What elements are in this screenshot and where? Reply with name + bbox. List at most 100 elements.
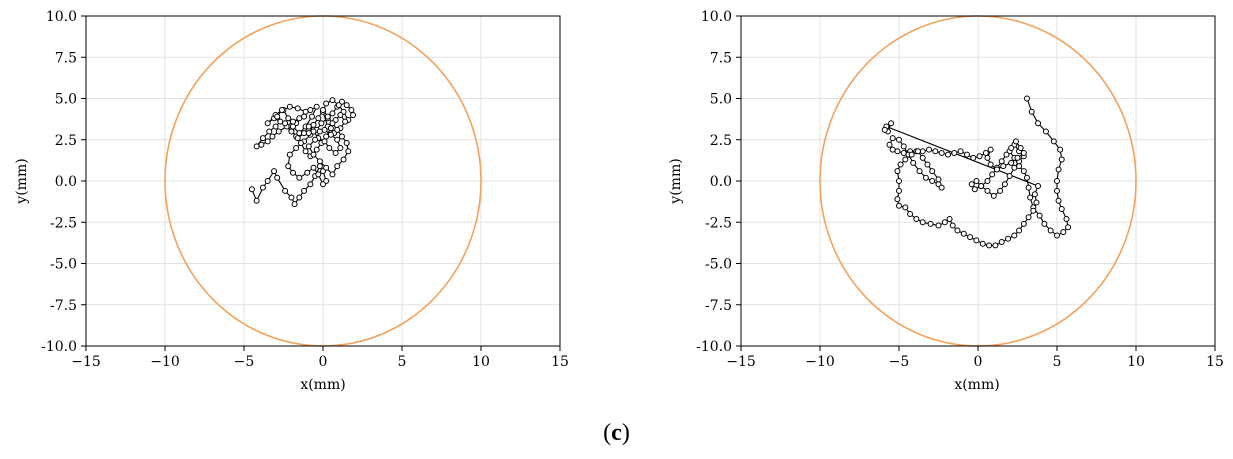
right-data-point — [1047, 227, 1054, 234]
caption-open-paren: ( — [603, 420, 612, 446]
left-x-tick-label: −10 — [150, 354, 180, 370]
left-data-point — [305, 130, 312, 137]
left-data-point — [327, 131, 334, 138]
right-data-point — [1020, 220, 1027, 227]
left-data-point — [289, 169, 296, 176]
right-data-point — [894, 196, 901, 203]
right-data-point — [922, 174, 929, 181]
right-data-point — [1001, 181, 1008, 188]
right-data-point — [976, 153, 983, 160]
right-data-point — [1054, 187, 1060, 194]
right-y-tick-labels: 10.0 7.5 5.0 2.5 0.0 -2.5 -5.0 -7.5 -10.0 — [696, 9, 741, 355]
left-data-point — [307, 181, 314, 188]
figure-caption: (c) — [0, 420, 1233, 447]
right-data-point — [998, 239, 1005, 246]
left-data-point — [313, 146, 320, 153]
right-data-point — [979, 240, 986, 247]
right-y-tick-label: 7.5 — [710, 50, 732, 66]
right-data-point — [990, 192, 997, 199]
left-x-tick-label: 0 — [319, 354, 328, 370]
right-data-point — [908, 151, 915, 158]
right-data-point — [941, 219, 948, 226]
left-data-point — [342, 118, 349, 125]
left-data-point — [335, 102, 342, 109]
right-data-point — [982, 149, 989, 156]
left-data-point — [296, 174, 303, 181]
right-data-point — [1008, 145, 1015, 151]
right-data-point — [1014, 154, 1021, 161]
right-data-point — [949, 222, 956, 229]
left-data-point — [271, 168, 278, 175]
left-data-point — [326, 145, 333, 151]
right-data-point — [897, 161, 904, 168]
right-data-point — [1020, 149, 1027, 156]
right-data-point — [1025, 184, 1032, 191]
left-data-point — [248, 186, 255, 193]
left-data-point — [316, 163, 323, 170]
right-data-point — [993, 166, 1000, 173]
right-data-point — [896, 178, 902, 184]
left-data-point — [337, 112, 344, 118]
right-data-point — [1028, 108, 1035, 115]
right-data-point — [987, 146, 994, 153]
right-data-point — [1031, 191, 1038, 198]
right-data-point — [973, 237, 980, 244]
left-y-tick-label: -7.5 — [50, 298, 77, 314]
left-data-point — [301, 187, 308, 194]
left-y-tick-label: -5.0 — [50, 257, 77, 273]
left-data-point — [253, 143, 260, 150]
right-data-point — [1036, 212, 1043, 219]
right-data-point — [938, 184, 945, 191]
right-data-point — [1025, 214, 1032, 221]
right-data-point — [1035, 182, 1042, 189]
right-y-tick-label: 0.0 — [710, 174, 732, 190]
left-data-point — [337, 145, 344, 151]
right-data-point — [910, 159, 917, 166]
right-data-point — [960, 230, 967, 237]
right-data-point — [889, 146, 896, 153]
right-data-point — [1065, 224, 1072, 231]
right-data-point — [896, 202, 902, 209]
right-y-tick-label: -5.0 — [705, 257, 732, 273]
right-data-point — [1020, 168, 1027, 175]
right-data-point — [881, 126, 888, 133]
left-data-point — [275, 128, 282, 135]
left-data-point — [286, 103, 293, 110]
left-trajectory — [248, 97, 357, 208]
left-data-point — [285, 163, 292, 170]
right-data-point — [907, 211, 914, 217]
left-data-point — [338, 133, 345, 140]
right-data-point — [967, 234, 974, 241]
right-data-point — [1003, 151, 1010, 158]
left-x-tick-label: −5 — [234, 354, 255, 370]
right-data-point — [984, 187, 991, 194]
left-data-point — [327, 125, 334, 132]
right-data-point — [971, 186, 978, 193]
right-data-point — [919, 154, 926, 161]
right-data-point — [970, 154, 977, 161]
left-data-point — [329, 110, 336, 117]
right-x-tick-labels: −15 −10 −5 0 5 10 15 — [726, 346, 1224, 370]
left-data-point — [323, 100, 330, 107]
left-data-point — [320, 107, 326, 114]
left-data-point — [259, 135, 266, 142]
left-data-point — [291, 201, 298, 208]
left-data-point — [324, 113, 331, 120]
right-data-point — [916, 168, 923, 175]
left-data-point — [310, 151, 317, 158]
right-data-point — [935, 222, 942, 229]
right-x-tick-label: 10 — [1127, 354, 1145, 370]
right-data-point — [1006, 173, 1013, 180]
left-data-point — [293, 145, 300, 151]
right-data-point — [1058, 156, 1065, 163]
right-trajectory — [881, 95, 1072, 249]
left-y-tick-label: 5.0 — [55, 92, 77, 108]
left-data-point — [321, 138, 328, 145]
left-data-point — [289, 118, 296, 125]
left-y-tick-label: -10.0 — [41, 339, 77, 355]
right-data-point — [1008, 159, 1015, 166]
right-x-tick-label: −5 — [889, 354, 910, 370]
right-x-tick-label: −10 — [805, 354, 835, 370]
right-data-point — [1057, 146, 1064, 153]
left-x-tick-label: 15 — [551, 354, 569, 370]
